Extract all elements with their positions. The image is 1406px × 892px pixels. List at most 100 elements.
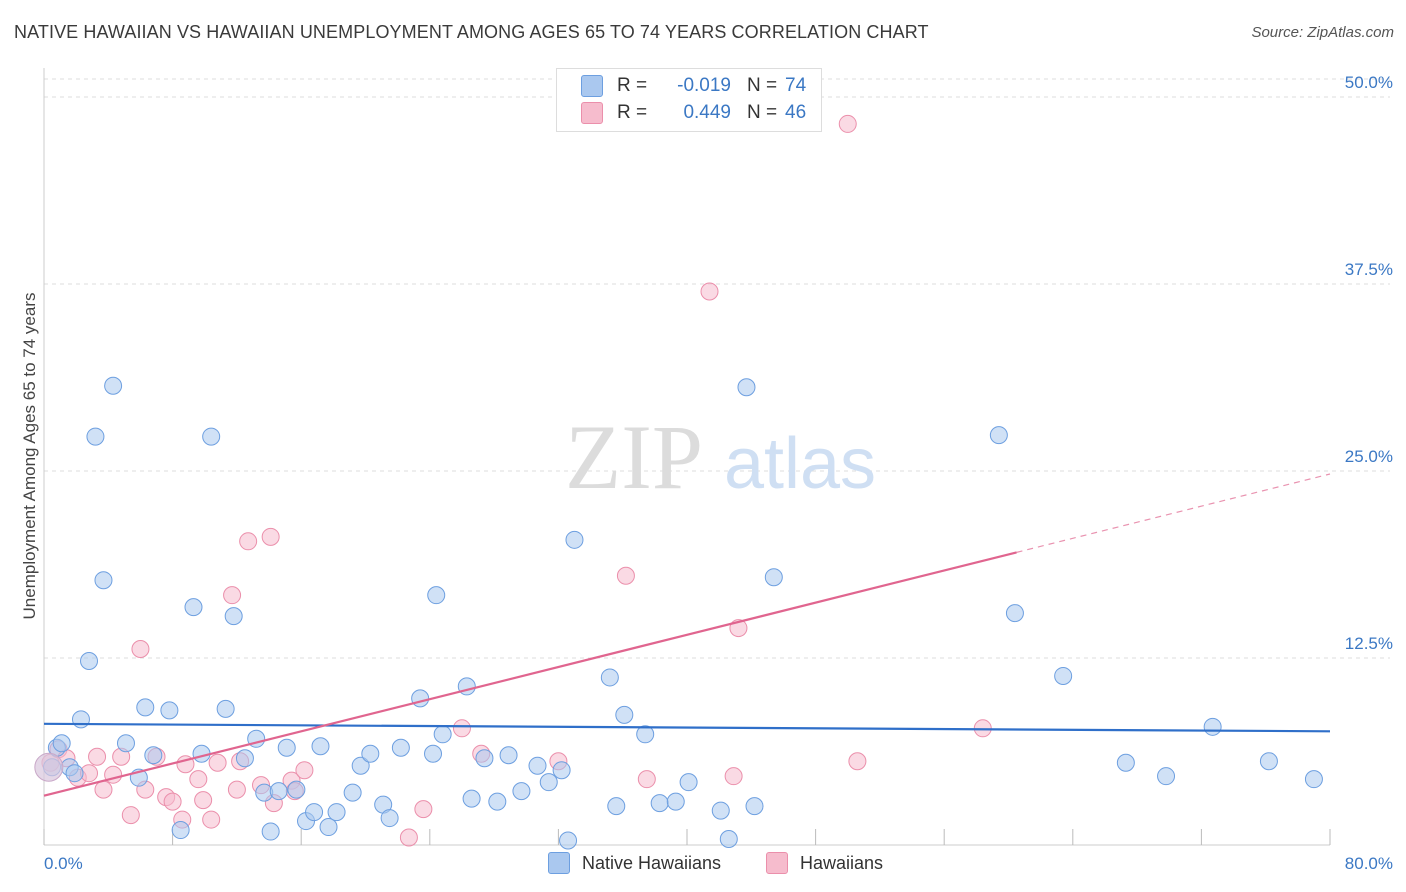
tick-labels: 12.5% 25.0% 37.5% 50.0% 0.0% 80.0% — [44, 73, 1393, 873]
hawaiians-point — [261, 527, 280, 546]
native-hawaiians-point — [607, 797, 626, 816]
hawaiians-trend-line-dashed — [1016, 473, 1331, 553]
native-hawaiians-point — [488, 792, 507, 811]
native-hawaiians-point — [86, 427, 105, 446]
legend-n-label: N = — [747, 75, 778, 96]
native-hawaiians-point — [380, 809, 399, 828]
bottom-legend-swatch-blue — [548, 852, 570, 874]
native-hawaiians-point — [171, 821, 190, 840]
native-hawaiians-point — [745, 797, 764, 816]
native-hawaiians-point — [116, 734, 135, 753]
hawaiians-point — [295, 761, 314, 780]
native-hawaiians-point — [1116, 753, 1135, 772]
hawaiians-point — [616, 566, 635, 585]
legend-n-value: 74 — [785, 75, 807, 96]
native-hawaiians-point — [1157, 767, 1176, 786]
native-hawaiians-point — [528, 756, 547, 775]
native-hawaiians-point — [1304, 770, 1323, 789]
hawaiians-trend-line — [43, 551, 1017, 797]
hawaiians-point — [848, 752, 867, 771]
native-hawaiians-point — [650, 794, 669, 813]
hawaiians-point — [208, 753, 227, 772]
native-hawaiians-point — [427, 586, 446, 605]
legend-n-value: 46 — [785, 102, 807, 123]
legend-n-label: N = — [747, 102, 778, 123]
native-hawaiians-point — [565, 530, 584, 549]
chart-title: NATIVE HAWAIIAN VS HAWAIIAN UNEMPLOYMENT… — [14, 22, 929, 42]
native-hawaiians-point — [287, 780, 306, 799]
hawaiians-point — [194, 791, 213, 810]
y-tick-label: 12.5% — [1345, 634, 1393, 653]
y-tick-label: 37.5% — [1345, 260, 1393, 279]
native-hawaiians-point — [343, 783, 362, 802]
native-hawaiians-point — [311, 737, 330, 756]
native-hawaiians-point — [319, 818, 338, 837]
hawaiians-point — [700, 282, 719, 301]
hawaiians-point — [637, 770, 656, 789]
native-hawaiians-point — [160, 701, 179, 720]
native-hawaiians-point — [327, 803, 346, 822]
native-hawaiians-point — [391, 738, 410, 757]
native-hawaiians-point — [424, 744, 443, 763]
hawaiians-point — [163, 792, 182, 811]
native-hawaiians-point — [539, 773, 558, 792]
native-hawaiians-point — [1259, 752, 1278, 771]
native-hawaiians-point — [433, 725, 452, 744]
y-tick-label: 25.0% — [1345, 447, 1393, 466]
native-hawaiians-point — [52, 734, 71, 753]
hawaiians-point — [838, 114, 857, 133]
trend-lines — [43, 473, 1331, 797]
native-hawaiians-point — [80, 651, 99, 670]
native-hawaiians-trend-line — [43, 722, 1331, 733]
native-hawaiians-point — [666, 792, 685, 811]
native-hawaiians-point — [499, 746, 518, 765]
hawaiians-point — [189, 770, 208, 789]
stats-legend: R = -0.019 N = 74 R = 0.449 N = 46 — [556, 68, 822, 132]
native-hawaiians-point — [475, 749, 494, 768]
bottom-legend-swatch-pink — [766, 852, 788, 874]
native-hawaiians-point — [679, 773, 698, 792]
native-hawaiians-point — [184, 598, 203, 617]
native-hawaiians-point — [600, 668, 619, 687]
legend-r-label: R = — [617, 102, 648, 123]
native-hawaiians-point — [202, 427, 221, 446]
native-hawaiians-point — [216, 699, 235, 718]
native-hawaiians-point — [1203, 717, 1222, 736]
legend-swatch-blue — [581, 75, 603, 97]
native-hawaiians-point — [719, 830, 738, 849]
native-hawaiians-point — [351, 756, 370, 775]
native-hawaiians-point — [269, 782, 288, 801]
native-hawaiians-point — [764, 568, 783, 587]
bottom-legend-label: Hawaiians — [800, 852, 884, 873]
native-hawaiians-point — [144, 746, 163, 765]
native-hawaiians-point — [989, 426, 1008, 445]
watermark-atlas: atlas — [724, 424, 876, 504]
native-hawaiians-point — [261, 822, 280, 841]
hawaiians-point — [399, 828, 418, 847]
hawaiians-point — [223, 586, 242, 605]
hawaiians-point — [414, 800, 433, 819]
native-hawaiians-point — [1005, 604, 1024, 623]
bottom-legend-label: Native Hawaiians — [582, 852, 722, 873]
native-hawaiians-point — [71, 710, 90, 729]
hawaiians-point — [202, 810, 221, 829]
hawaiians-point — [94, 780, 113, 799]
native-hawaiians-point — [711, 801, 730, 820]
native-hawaiians-point — [552, 761, 571, 780]
watermark-zip: ZIP — [565, 406, 703, 508]
hawaiians-point — [239, 532, 258, 551]
legend-row-hawaiians: R = 0.449 N = 46 — [581, 100, 806, 126]
hawaiians-point — [131, 640, 150, 659]
native-hawaiians-point — [235, 749, 254, 768]
bottom-legend-hawaiians: Hawaiians — [766, 852, 883, 874]
bottom-legend-native-hawaiians: Native Hawaiians — [548, 852, 721, 874]
x-tick-label: 80.0% — [1345, 854, 1393, 873]
native-hawaiians-point — [462, 789, 481, 808]
native-hawaiians-point — [305, 803, 324, 822]
native-hawaiians-point — [65, 764, 84, 783]
native-hawaiians-point — [636, 725, 655, 744]
cluster-point — [34, 752, 64, 782]
hawaiians-point — [452, 719, 471, 738]
native-hawaiians-point — [136, 698, 155, 717]
hawaiians-point — [121, 806, 140, 825]
